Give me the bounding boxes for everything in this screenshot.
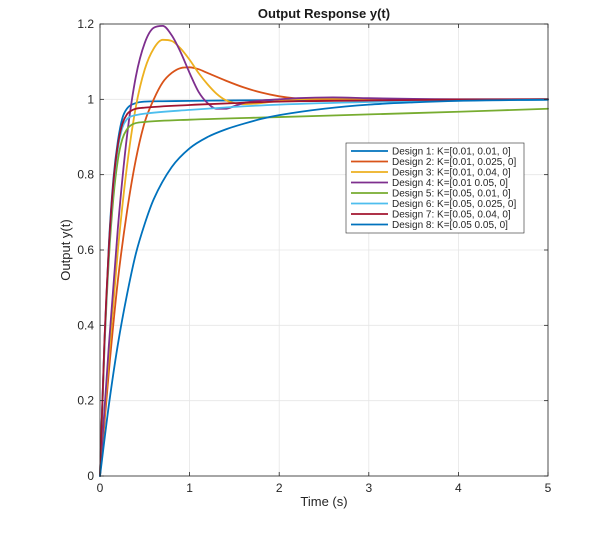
series-lines	[99, 24, 549, 477]
series-line-4	[99, 24, 549, 477]
series-line-7	[99, 98, 549, 477]
legend-label-5: Design 5: K=[0.05, 0.01, 0]	[392, 189, 511, 200]
y-tick-label: 0.6	[77, 243, 94, 257]
x-tick-label: 2	[276, 481, 283, 495]
y-tick-label: 0.8	[77, 168, 94, 182]
series-line-3	[99, 38, 549, 477]
legend: Design 1: K=[0.01, 0.01, 0]Design 2: K=[…	[345, 142, 525, 234]
legend-label-2: Design 2: K=[0.01, 0.025, 0]	[392, 157, 516, 168]
y-tick-label: 0.2	[77, 394, 94, 408]
series-line-8	[99, 98, 549, 477]
legend-label-8: Design 8: K=[0.05 0.05, 0]	[392, 220, 508, 231]
x-tick-label: 5	[545, 481, 552, 495]
y-tick-label: 1	[87, 92, 94, 106]
x-tick-label: 4	[455, 481, 462, 495]
x-axis-label: Time (s)	[300, 494, 347, 509]
legend-label-7: Design 7: K=[0.05, 0.04, 0]	[392, 210, 511, 221]
y-tick-label: 0	[87, 469, 94, 483]
x-tick-label: 0	[97, 481, 104, 495]
x-tick-label: 3	[365, 481, 372, 495]
x-tick-label: 1	[186, 481, 193, 495]
legend-label-4: Design 4: K=[0.01 0.05, 0]	[392, 178, 508, 189]
y-tick-label: 0.4	[77, 318, 94, 332]
ticks: 0 1 2 3 4 5 0 0.2 0.4 0.6 0.8 1 1.2	[77, 17, 551, 495]
chart-title: Output Response y(t)	[258, 6, 390, 21]
legend-label-6: Design 6: K=[0.05, 0.025, 0]	[392, 199, 516, 210]
y-axis-label: Output y(t)	[58, 219, 73, 280]
legend-label-3: Design 3: K=[0.01, 0.04, 0]	[392, 168, 511, 179]
y-tick-label: 1.2	[77, 17, 94, 31]
legend-label-1: Design 1: K=[0.01, 0.01, 0]	[392, 147, 511, 158]
legend-box	[345, 142, 525, 234]
